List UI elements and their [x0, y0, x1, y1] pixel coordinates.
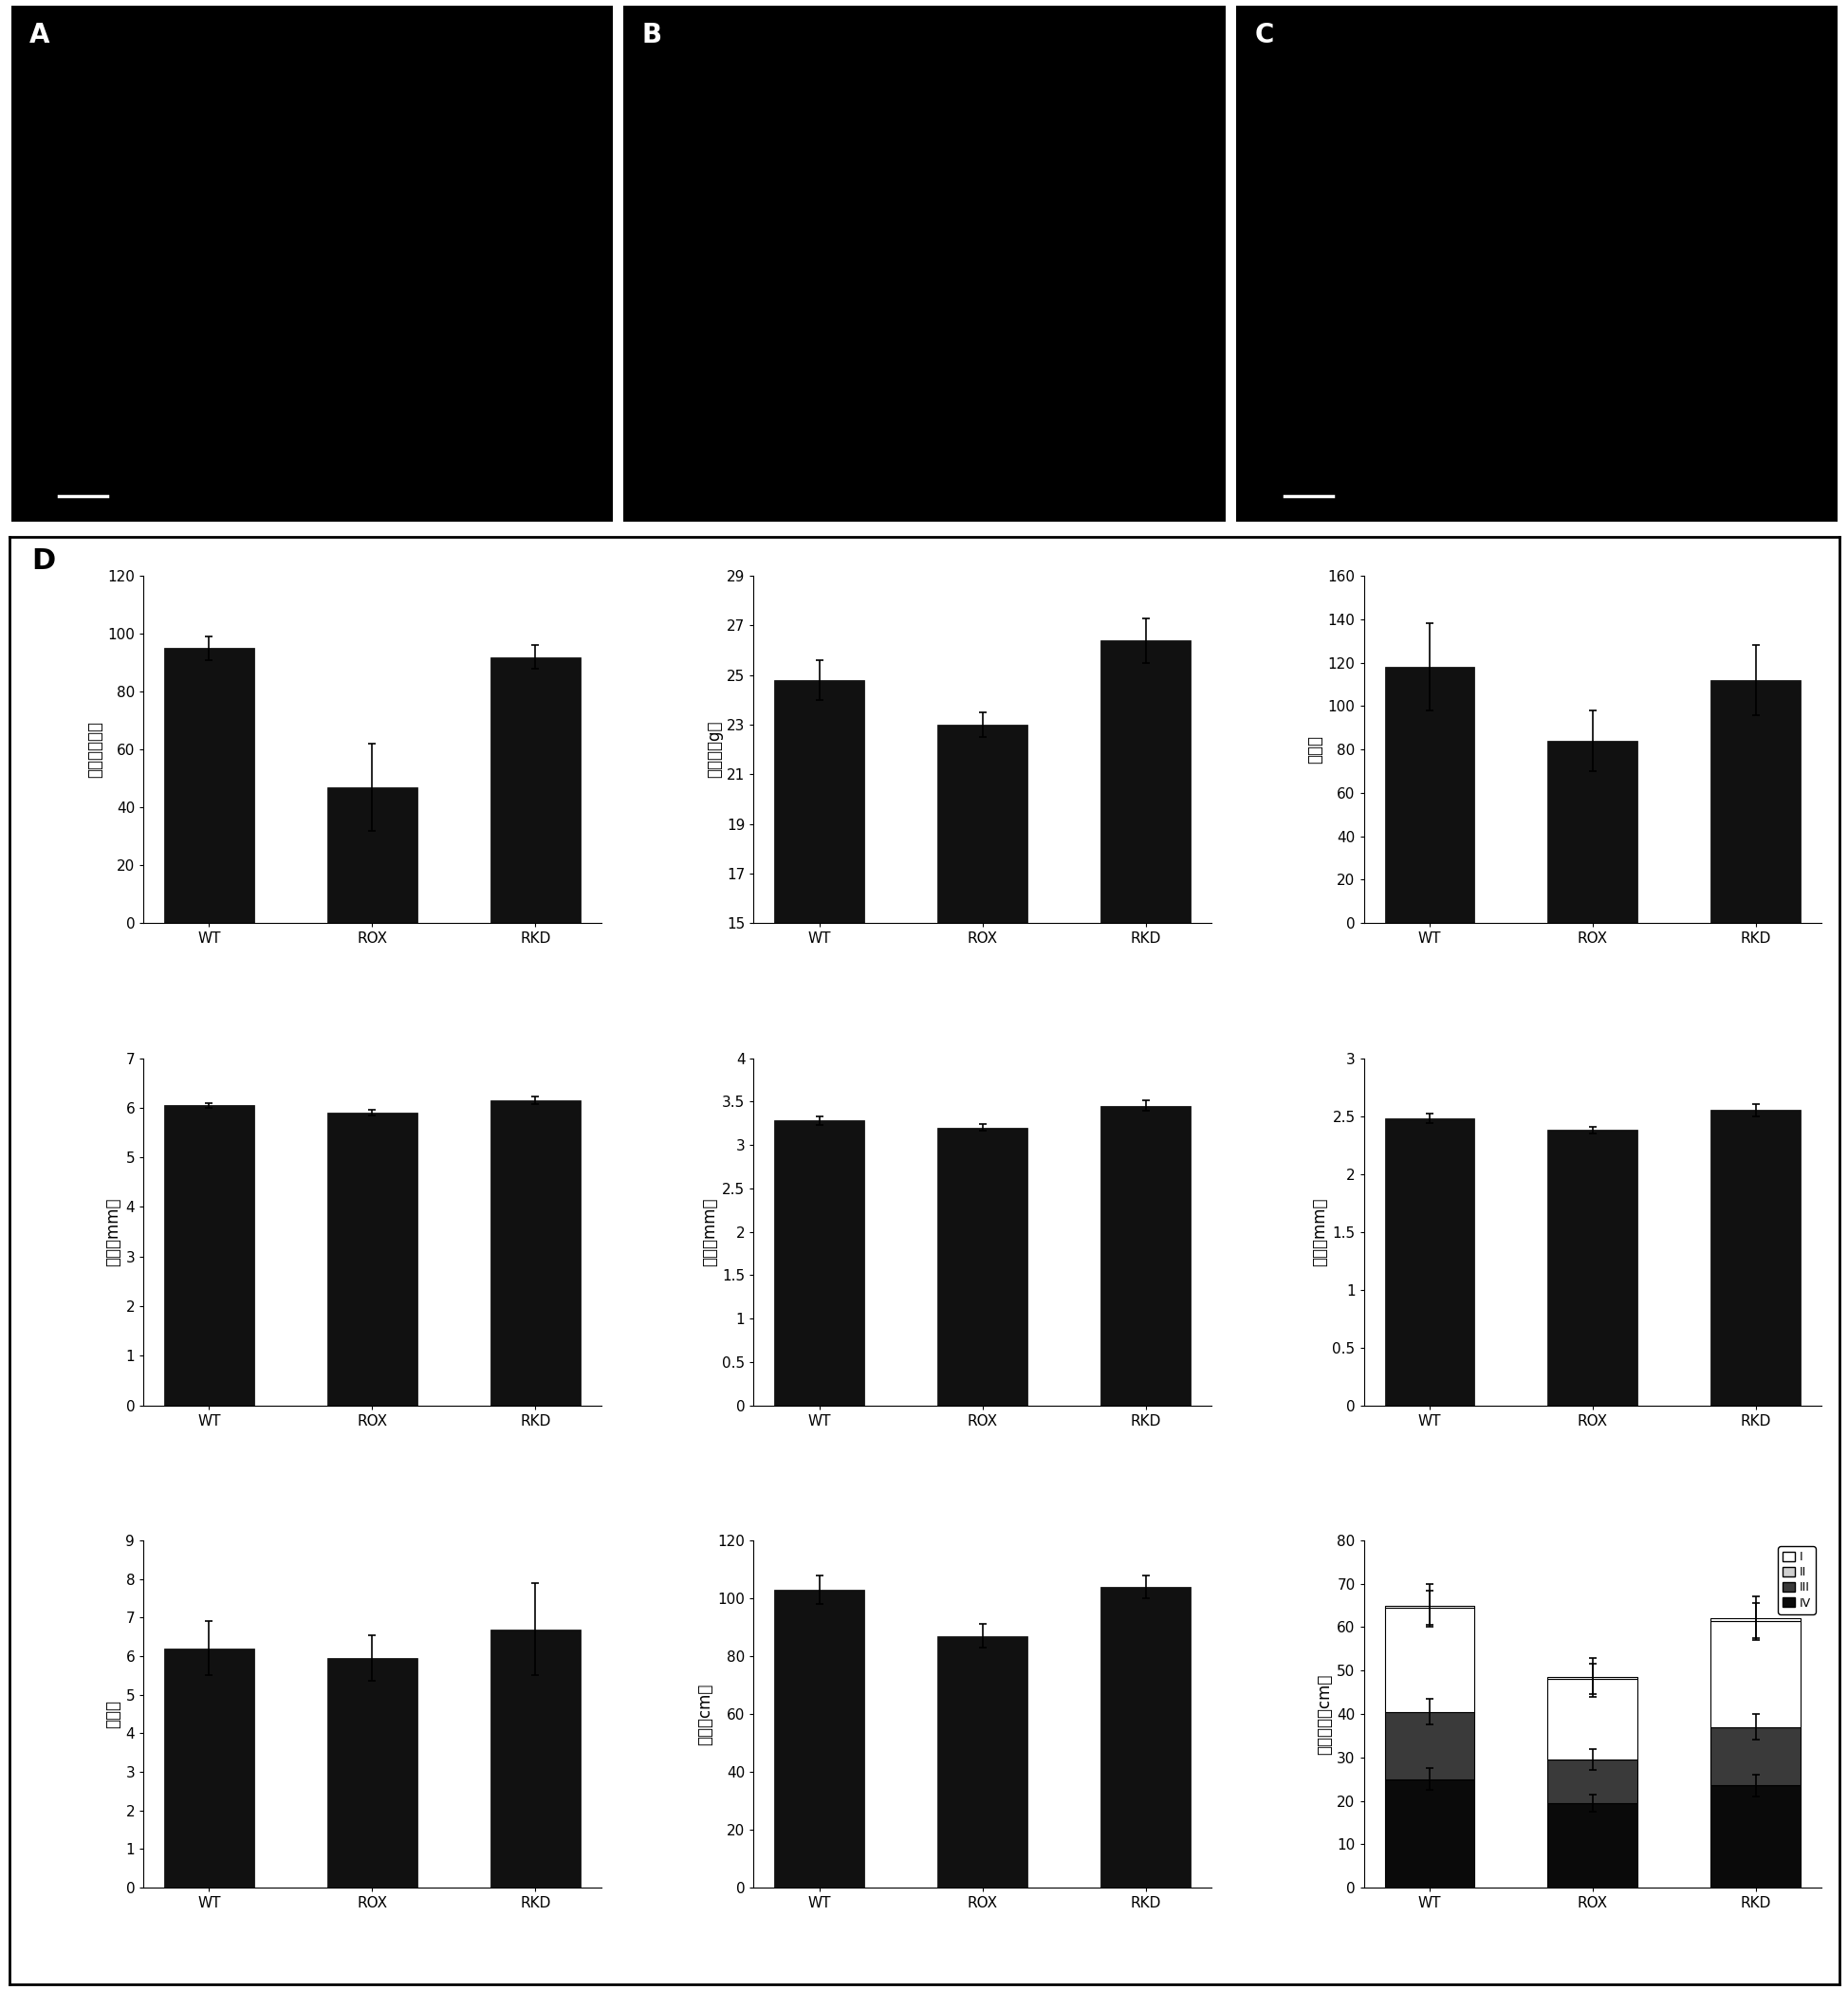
- Text: B: B: [641, 22, 662, 48]
- Y-axis label: 分贘数: 分贘数: [105, 1699, 122, 1727]
- Y-axis label: 株高（cm）: 株高（cm）: [697, 1684, 713, 1745]
- Bar: [1384, 667, 1473, 923]
- Y-axis label: 颎花数: 颎花数: [1307, 734, 1323, 764]
- Bar: [937, 1128, 1027, 1405]
- Bar: [490, 1630, 580, 1889]
- Bar: [1709, 1785, 1800, 1889]
- Bar: [774, 681, 863, 1295]
- Bar: [1384, 1606, 1473, 1608]
- Bar: [1384, 1118, 1473, 1405]
- Text: A: A: [30, 22, 50, 48]
- Y-axis label: 结实率（％）: 结实率（％）: [87, 720, 103, 778]
- Bar: [490, 657, 580, 923]
- Y-axis label: 千粒重（g）: 千粒重（g）: [706, 720, 723, 778]
- Y-axis label: 粒厚（mm）: 粒厚（mm）: [1310, 1198, 1327, 1266]
- Bar: [1709, 1620, 1800, 1727]
- Bar: [1384, 1711, 1473, 1779]
- Bar: [1547, 1759, 1637, 1803]
- Bar: [1547, 1130, 1637, 1405]
- Bar: [327, 1658, 418, 1889]
- Bar: [1547, 1680, 1637, 1759]
- Bar: [1100, 641, 1190, 1295]
- Bar: [1709, 1618, 1800, 1620]
- Legend: I, II, III, IV: I, II, III, IV: [1778, 1546, 1815, 1614]
- Bar: [164, 1104, 253, 1405]
- Bar: [1384, 1779, 1473, 1889]
- Bar: [327, 1112, 418, 1405]
- Bar: [774, 1590, 863, 1889]
- Y-axis label: 节间长度（cm）: 节间长度（cm）: [1316, 1674, 1332, 1755]
- Bar: [1547, 1678, 1637, 1680]
- Y-axis label: 粒宽（mm）: 粒宽（mm）: [700, 1198, 717, 1266]
- Bar: [937, 724, 1027, 1295]
- Bar: [1547, 740, 1637, 923]
- Text: C: C: [1253, 22, 1273, 48]
- Bar: [1709, 1727, 1800, 1785]
- Bar: [1547, 1803, 1637, 1889]
- Bar: [1709, 1110, 1800, 1405]
- Text: D: D: [31, 547, 55, 575]
- Bar: [490, 1100, 580, 1405]
- Bar: [1709, 681, 1800, 923]
- Bar: [327, 788, 418, 923]
- Bar: [164, 649, 253, 923]
- Bar: [164, 1648, 253, 1889]
- Y-axis label: 粒长（mm）: 粒长（mm）: [105, 1198, 122, 1266]
- Bar: [774, 1120, 863, 1405]
- Bar: [937, 1636, 1027, 1889]
- Bar: [1100, 1586, 1190, 1889]
- Bar: [1384, 1608, 1473, 1711]
- Bar: [1100, 1106, 1190, 1405]
